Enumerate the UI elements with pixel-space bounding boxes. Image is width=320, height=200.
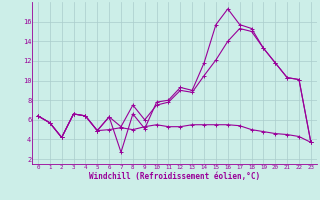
X-axis label: Windchill (Refroidissement éolien,°C): Windchill (Refroidissement éolien,°C) [89,172,260,181]
